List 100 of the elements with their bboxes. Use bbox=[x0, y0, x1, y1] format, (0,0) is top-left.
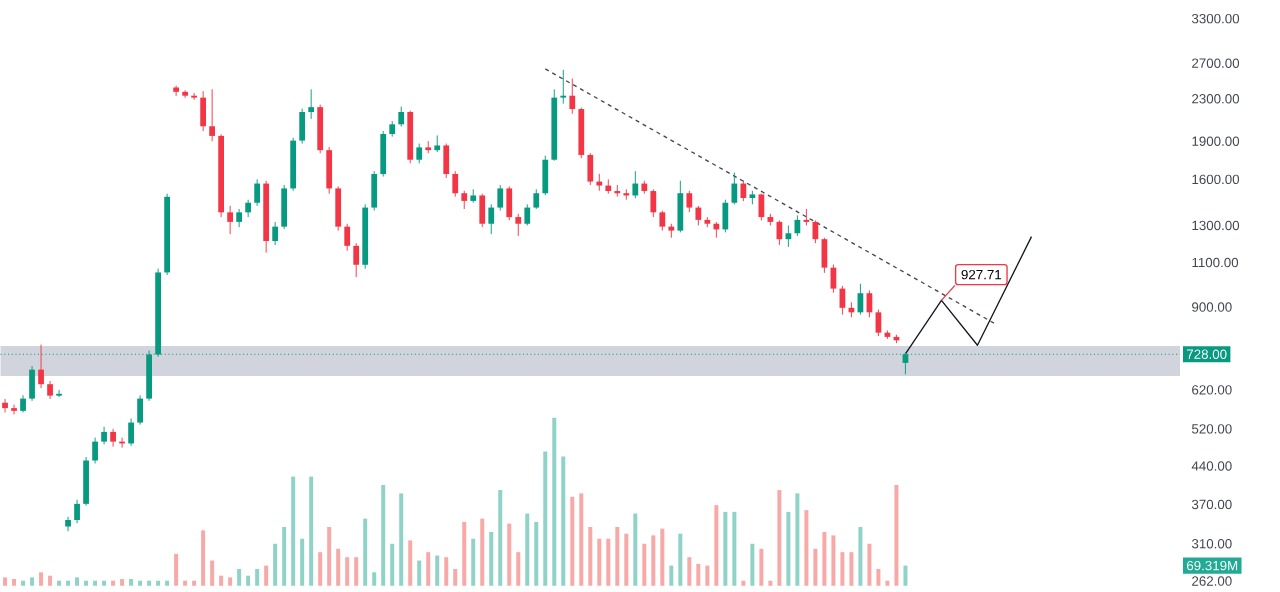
y-tick-label: 370.00 bbox=[1191, 499, 1232, 510]
candlestick bbox=[452, 170, 459, 198]
bar bbox=[759, 548, 764, 586]
y-tick-label: 620.00 bbox=[1192, 385, 1232, 395]
bar bbox=[138, 580, 143, 586]
bar bbox=[102, 580, 107, 586]
ref-line-label: 728.00 bbox=[1187, 349, 1227, 360]
y-tick-label: 900.00 bbox=[1192, 302, 1232, 312]
candlestick bbox=[497, 184, 504, 212]
bar bbox=[408, 540, 413, 586]
bar bbox=[174, 553, 179, 586]
candlestick bbox=[515, 213, 522, 237]
candlestick bbox=[173, 85, 179, 97]
annotation: 927.71 bbox=[961, 270, 1002, 280]
bar bbox=[192, 580, 197, 586]
candlestick bbox=[902, 351, 909, 375]
candlestick bbox=[74, 499, 80, 524]
candlestick bbox=[488, 203, 495, 235]
candlestick bbox=[110, 428, 116, 448]
bar bbox=[165, 580, 170, 586]
bar bbox=[201, 530, 206, 586]
bar bbox=[372, 572, 377, 586]
text: 69.319M bbox=[1186, 561, 1238, 571]
bar bbox=[381, 485, 386, 586]
candlestick bbox=[560, 69, 567, 105]
bar bbox=[255, 569, 260, 586]
bar bbox=[651, 535, 656, 586]
bar bbox=[291, 476, 296, 586]
y-tick-label: 262.00 bbox=[1192, 576, 1232, 586]
bar bbox=[849, 552, 854, 586]
bar bbox=[210, 560, 215, 586]
y-tick-label: 2700.00 bbox=[1192, 58, 1240, 69]
bar bbox=[318, 552, 323, 586]
candlestick bbox=[344, 223, 351, 252]
bar bbox=[444, 557, 449, 586]
bar bbox=[273, 543, 278, 586]
bar bbox=[858, 527, 863, 586]
bar bbox=[507, 523, 512, 586]
y-tick-label: 3300.00 bbox=[1191, 14, 1240, 24]
y-tick-label: 2300.00 bbox=[1192, 94, 1240, 104]
bar bbox=[120, 579, 125, 586]
bar bbox=[75, 577, 80, 586]
candlestick bbox=[614, 184, 621, 198]
bar bbox=[552, 417, 557, 586]
candlestick bbox=[650, 188, 657, 218]
bar bbox=[813, 548, 818, 586]
bar bbox=[327, 527, 332, 586]
y-tick-label: 1600.00 bbox=[1192, 174, 1240, 185]
bar bbox=[93, 580, 98, 586]
y-tick-label: 1900.00 bbox=[1192, 136, 1240, 147]
candlestick bbox=[38, 344, 44, 389]
bar bbox=[804, 510, 809, 586]
bar bbox=[750, 543, 755, 586]
bar bbox=[840, 552, 845, 586]
candlestick bbox=[659, 210, 666, 232]
candlestick bbox=[209, 88, 216, 142]
bar bbox=[3, 577, 8, 586]
candlestick bbox=[758, 193, 765, 221]
candlestick bbox=[524, 203, 531, 227]
bar bbox=[246, 575, 251, 586]
bar bbox=[390, 543, 395, 586]
bar bbox=[48, 575, 53, 586]
bar bbox=[21, 580, 26, 586]
bar bbox=[822, 532, 827, 586]
y-tick-label: 440.00 bbox=[1191, 461, 1232, 471]
bar bbox=[219, 575, 224, 586]
bar bbox=[768, 580, 773, 586]
bar bbox=[642, 543, 647, 586]
bar bbox=[435, 555, 440, 586]
bar bbox=[30, 577, 35, 586]
y-tick-label: 1300.00 bbox=[1192, 220, 1240, 231]
bar bbox=[336, 548, 341, 586]
candlestick bbox=[65, 516, 71, 532]
bar bbox=[498, 490, 503, 586]
candlestick bbox=[416, 143, 423, 164]
bar bbox=[228, 577, 233, 586]
candlestick bbox=[2, 398, 8, 414]
bar bbox=[588, 527, 593, 586]
bar bbox=[516, 552, 521, 586]
bar bbox=[129, 579, 134, 586]
bar bbox=[354, 557, 359, 586]
bar bbox=[579, 493, 584, 586]
y-tick-label: 310.00 bbox=[1191, 539, 1232, 549]
bar bbox=[705, 565, 710, 586]
bar bbox=[723, 511, 728, 586]
candlestick bbox=[776, 220, 783, 246]
bar bbox=[660, 528, 665, 586]
bar bbox=[741, 580, 746, 586]
candlestick bbox=[92, 437, 98, 465]
bar bbox=[867, 543, 872, 586]
bar bbox=[282, 527, 287, 586]
bar bbox=[777, 490, 782, 586]
bar bbox=[66, 580, 71, 586]
bar bbox=[633, 513, 638, 586]
candlestick bbox=[182, 89, 188, 99]
candlestick bbox=[569, 78, 576, 115]
candlestick bbox=[695, 205, 702, 227]
candlestick bbox=[308, 88, 315, 120]
bar bbox=[12, 579, 17, 586]
bar bbox=[300, 538, 305, 586]
